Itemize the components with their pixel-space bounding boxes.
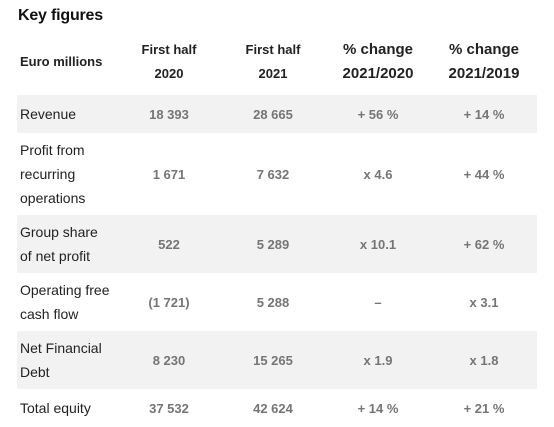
cell-first-half-2020: 1 671 bbox=[152, 166, 186, 182]
cell-change-2021-2020: x 10.1 bbox=[325, 215, 431, 273]
cell-change-2021-2019: + 44 % bbox=[463, 166, 505, 182]
row-label: Group share of net profit bbox=[17, 215, 117, 273]
header-row: Euro millions First half 2020 First half… bbox=[17, 29, 537, 95]
cell-first-half-2021: 15 265 bbox=[221, 331, 325, 389]
header-change-2021-2019-line2: 2021/2019 bbox=[448, 65, 520, 82]
table-row-profit-recurring: Profit from recurring operations 1 671 7… bbox=[17, 133, 537, 215]
cell-first-half-2021: 7 632 bbox=[256, 166, 290, 182]
header-euro-millions: Euro millions bbox=[20, 53, 103, 69]
table-row-group-net-profit: Group share of net profit 522 5 289 x 10… bbox=[17, 215, 537, 273]
header-change-2021-2019-line1: % change bbox=[448, 41, 520, 58]
cell-first-half-2020: 8 230 bbox=[117, 331, 221, 389]
cell-first-half-2020: 522 bbox=[117, 215, 221, 273]
cell-change-2021-2019: + 14 % bbox=[431, 95, 537, 133]
cell-first-half-2021: 5 289 bbox=[221, 215, 325, 273]
header-first-half-2020-line1: First half bbox=[141, 42, 197, 57]
header-change-2021-2020-line1: % change bbox=[342, 41, 414, 58]
table-row-operating-free-cash-flow: Operating free cash flow (1 721) 5 288 –… bbox=[17, 273, 537, 331]
table-body: Revenue 18 393 28 665 + 56 % + 14 % Prof… bbox=[17, 95, 537, 427]
cell-first-half-2020: 37 532 bbox=[149, 400, 189, 416]
cell-change-2021-2020: x 4.6 bbox=[363, 166, 393, 182]
cell-first-half-2021: 5 288 bbox=[256, 294, 290, 310]
table-row-revenue: Revenue 18 393 28 665 + 56 % + 14 % bbox=[17, 95, 537, 133]
cell-first-half-2021: 42 624 bbox=[253, 400, 293, 416]
header-first-half-2021-line1: First half bbox=[245, 42, 301, 57]
key-figures-table: Euro millions First half 2020 First half… bbox=[17, 29, 537, 427]
row-label: Net Financial Debt bbox=[17, 331, 117, 389]
header-change-2021-2020-line2: 2021/2020 bbox=[342, 65, 414, 82]
row-label: Total equity bbox=[20, 400, 91, 416]
cell-change-2021-2019: x 1.8 bbox=[431, 331, 537, 389]
cell-change-2021-2019: x 3.1 bbox=[469, 294, 499, 310]
cell-change-2021-2020: + 14 % bbox=[357, 400, 399, 416]
row-label: Revenue bbox=[17, 95, 117, 133]
header-change-2021-2020: % change 2021/2020 bbox=[325, 29, 431, 95]
header-first-half-2021: First half 2021 bbox=[221, 29, 325, 95]
header-first-half-2021-line2: 2021 bbox=[258, 66, 288, 81]
cell-change-2021-2020: x 1.9 bbox=[325, 331, 431, 389]
cell-change-2021-2020: – bbox=[374, 294, 382, 310]
cell-change-2021-2019: + 21 % bbox=[463, 400, 505, 416]
cell-change-2021-2020: + 56 % bbox=[325, 95, 431, 133]
page-title: Key figures bbox=[18, 7, 103, 24]
cell-first-half-2020: (1 721) bbox=[148, 294, 190, 310]
row-label: Profit from recurring operations bbox=[20, 142, 86, 206]
table-row-net-financial-debt: Net Financial Debt 8 230 15 265 x 1.9 x … bbox=[17, 331, 537, 389]
row-label: Operating free cash flow bbox=[20, 282, 110, 322]
header-first-half-2020-line2: 2020 bbox=[154, 66, 184, 81]
table-row-total-equity: Total equity 37 532 42 624 + 14 % + 21 % bbox=[17, 389, 537, 427]
header-first-half-2020: First half 2020 bbox=[117, 29, 221, 95]
cell-first-half-2021: 28 665 bbox=[221, 95, 325, 133]
table-header: Euro millions First half 2020 First half… bbox=[17, 29, 537, 95]
cell-change-2021-2019: + 62 % bbox=[431, 215, 537, 273]
header-change-2021-2019: % change 2021/2019 bbox=[431, 29, 537, 95]
cell-first-half-2020: 18 393 bbox=[117, 95, 221, 133]
